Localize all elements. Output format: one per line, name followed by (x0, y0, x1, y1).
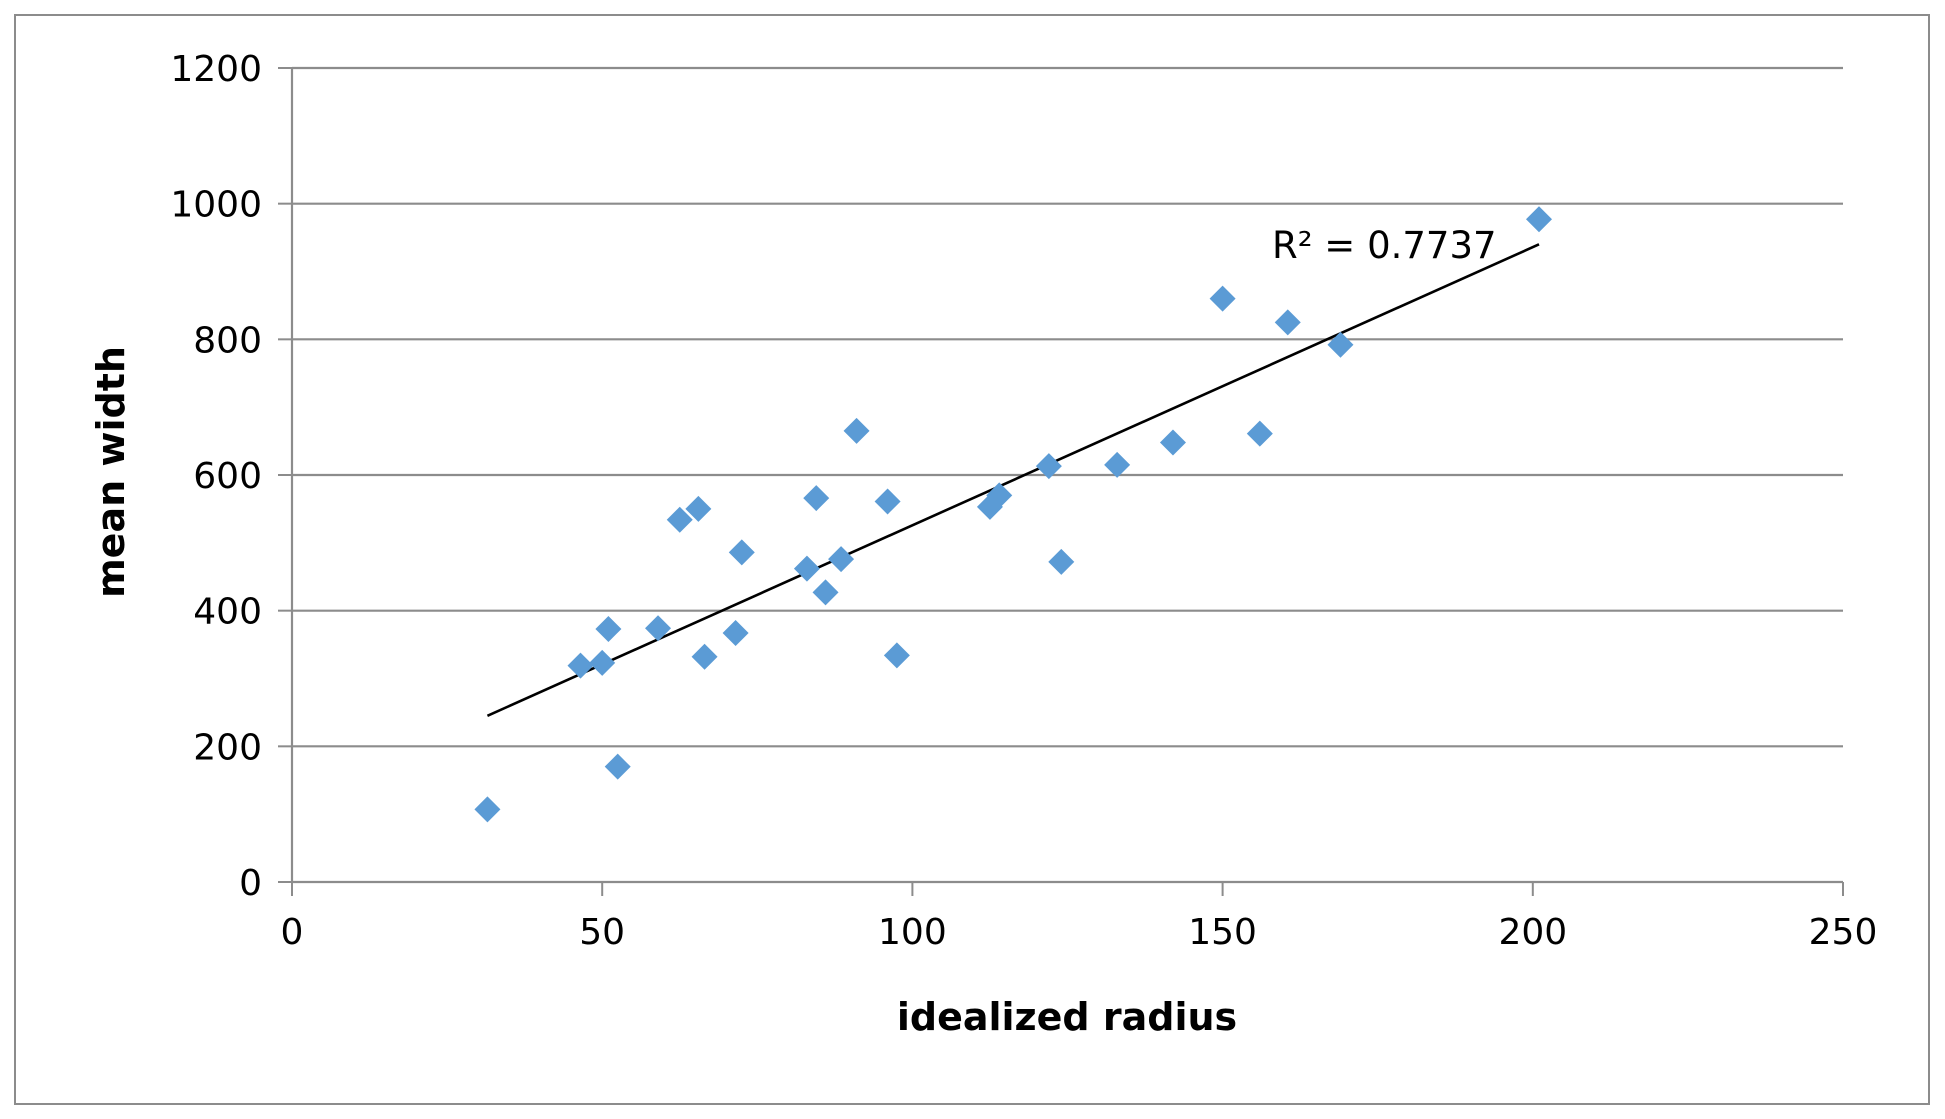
data-point-23 (1159, 429, 1186, 456)
data-point-7 (685, 495, 712, 522)
x-tick-label: 200 (1498, 912, 1567, 953)
data-point-1 (567, 652, 594, 679)
y-axis-title: mean width (89, 346, 133, 598)
data-point-12 (803, 485, 830, 512)
data-point-0 (474, 796, 501, 823)
data-point-4 (604, 753, 631, 780)
data-point-13 (812, 579, 839, 606)
data-point-3 (595, 615, 622, 642)
data-point-16 (874, 488, 901, 515)
data-point-2 (589, 649, 616, 676)
gridlines (292, 66, 1843, 748)
data-point-24 (1209, 285, 1236, 312)
data-point-22 (1104, 451, 1131, 478)
axes (278, 67, 1844, 896)
y-tick-label: 800 (193, 320, 262, 361)
trendline-group (486, 243, 1540, 717)
x-tick-label: 150 (1188, 912, 1257, 953)
data-point-25 (1246, 420, 1273, 447)
data-point-17 (883, 642, 910, 669)
r-squared-label: R² = 0.7737 (1272, 224, 1497, 267)
data-point-5 (645, 615, 672, 642)
chart-area (14, 14, 1930, 1105)
data-point-6 (666, 506, 693, 533)
y-tick-label: 1200 (170, 49, 262, 90)
data-point-19 (986, 482, 1013, 509)
data-point-8 (691, 643, 718, 670)
data-point-15 (843, 417, 870, 444)
data-points (474, 206, 1553, 823)
linear-trendline (486, 243, 1540, 717)
x-tick-label: 0 (281, 912, 304, 953)
tick-labels: 0 200 400 600 800 1000 1200 0 50 100 150 200 250 (170, 49, 1877, 953)
data-point-9 (722, 620, 749, 647)
y-tick-label: 400 (193, 592, 262, 633)
x-tick-label: 100 (878, 912, 947, 953)
data-point-27 (1327, 331, 1354, 358)
y-tick-label: 600 (193, 456, 262, 497)
data-point-21 (1048, 548, 1075, 575)
data-point-28 (1526, 206, 1553, 233)
data-point-11 (793, 555, 820, 582)
y-tick-label: 0 (239, 863, 262, 904)
x-axis-title: idealized radius (897, 995, 1237, 1039)
data-point-14 (828, 546, 855, 573)
data-point-26 (1274, 309, 1301, 336)
y-tick-label: 1000 (170, 185, 262, 226)
y-tick-label: 200 (193, 727, 262, 768)
x-tick-label: 50 (579, 912, 625, 953)
data-point-20 (1035, 453, 1062, 480)
data-point-10 (728, 539, 755, 566)
x-tick-label: 250 (1809, 912, 1878, 953)
